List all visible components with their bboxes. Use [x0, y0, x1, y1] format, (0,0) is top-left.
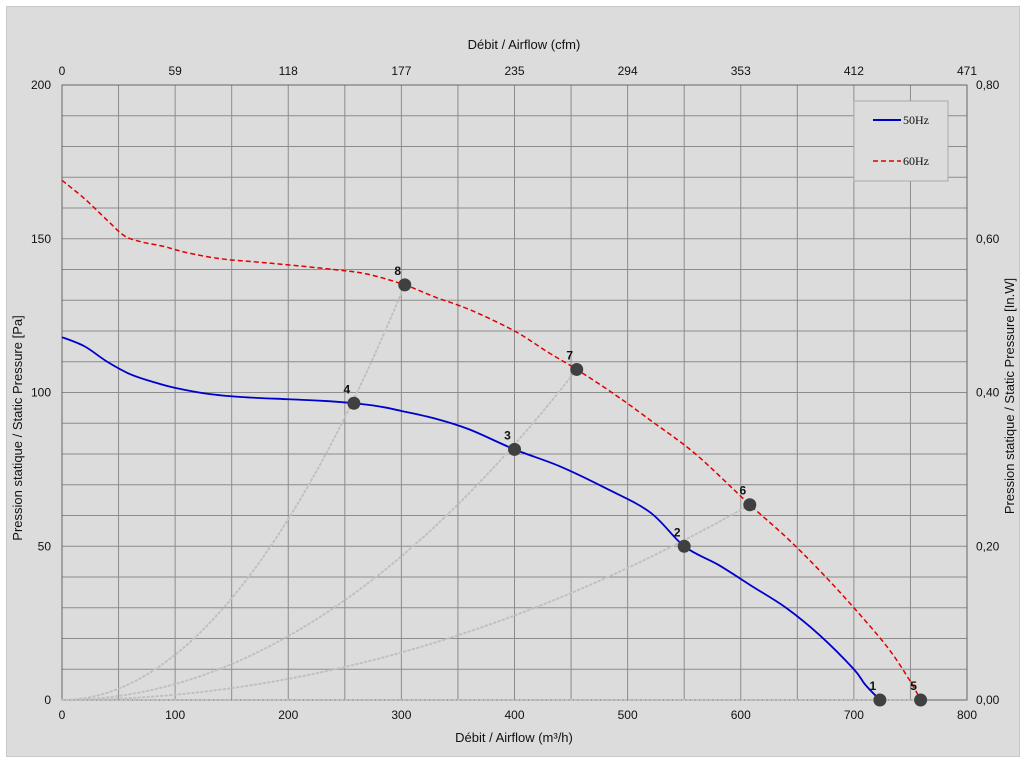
y-tick-label: 0 [44, 693, 51, 707]
system-curve-3 [61, 368, 578, 701]
right-tick-label: 0,60 [976, 232, 1000, 246]
operating-point-6 [743, 498, 757, 512]
x-tick-label: 0 [59, 708, 66, 722]
x-axis-title-bottom: Débit / Airflow (m³/h) [455, 730, 573, 745]
x-tick-label: 600 [731, 708, 751, 722]
legend: 50Hz 60Hz [853, 100, 949, 182]
system-curve-2 [61, 503, 751, 701]
operating-point-label-6: 6 [739, 484, 746, 498]
series-line-60hz [61, 179, 922, 701]
x-tick-label: 200 [278, 708, 298, 722]
top-tick-label: 177 [391, 64, 411, 78]
operating-point-1 [873, 693, 887, 707]
series-lines [61, 179, 922, 701]
y-tick-label: 50 [38, 539, 52, 553]
top-tick-label: 353 [731, 64, 751, 78]
legend-box [853, 100, 949, 182]
legend-50hz-label: 50Hz [903, 113, 929, 127]
operating-point-4 [347, 396, 361, 410]
operating-point-label-3: 3 [504, 428, 511, 442]
top-tick-label: 59 [168, 64, 182, 78]
right-tick-label: 0,20 [976, 539, 1000, 553]
x-tick-label: 500 [618, 708, 638, 722]
right-tick-label: 0,00 [976, 693, 1000, 707]
y-tick-label: 200 [31, 78, 51, 92]
operating-point-label-5: 5 [910, 679, 917, 693]
grid [61, 84, 968, 701]
y-axis-title-right: Pression statique / Static Pressure [In.… [1002, 278, 1017, 514]
operating-point-label-2: 2 [674, 525, 681, 539]
system-curve-4 [61, 283, 406, 701]
top-tick-label: 235 [504, 64, 524, 78]
x-tick-label: 700 [844, 708, 864, 722]
x-tick-label: 400 [504, 708, 524, 722]
top-tick-label: 294 [618, 64, 638, 78]
x-axis-title-top: Débit / Airflow (cfm) [468, 37, 581, 52]
top-tick-label: 0 [59, 64, 66, 78]
operating-point-7 [570, 362, 584, 376]
operating-point-label-1: 1 [870, 679, 877, 693]
y-tick-label: 100 [31, 386, 51, 400]
operating-point-2 [677, 539, 691, 553]
x-tick-label: 800 [957, 708, 977, 722]
x-tick-label: 100 [165, 708, 185, 722]
right-tick-label: 0,80 [976, 78, 1000, 92]
operating-point-label-8: 8 [394, 264, 401, 278]
operating-point-3 [508, 442, 521, 456]
y-tick-label: 150 [31, 232, 51, 246]
x-tick-label: 300 [391, 708, 411, 722]
legend-60hz-label: 60Hz [903, 154, 929, 168]
operating-point-8 [398, 278, 412, 292]
operating-points: 1 2 3 4 5 6 7 8 [344, 264, 928, 707]
top-tick-label: 471 [957, 64, 977, 78]
system-curves [61, 283, 922, 701]
operating-point-label-7: 7 [566, 348, 573, 362]
operating-point-label-4: 4 [344, 382, 351, 396]
right-tick-label: 0,40 [976, 386, 1000, 400]
top-tick-label: 118 [279, 64, 298, 78]
series-line-50hz [61, 336, 881, 701]
operating-point-5 [914, 693, 928, 707]
y-axis-title-left: Pression statique / Static Pressure [Pa] [10, 315, 25, 540]
top-tick-label: 412 [844, 64, 864, 78]
